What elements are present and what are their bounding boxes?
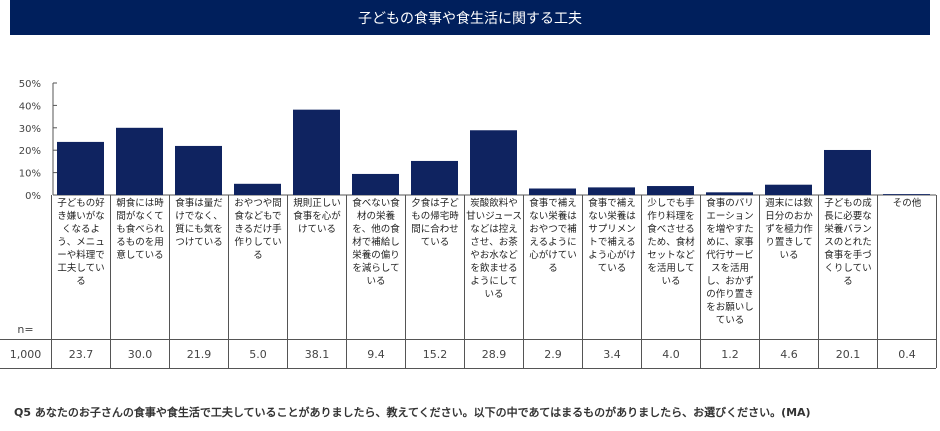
value-label: 23.7 (51, 340, 110, 368)
value-label: 3.4 (582, 340, 641, 368)
y-tick-label: 20% (19, 146, 41, 157)
y-tick-label: 10% (19, 169, 41, 180)
value-label: 20.1 (818, 340, 877, 368)
y-tick-label: 30% (19, 124, 41, 135)
category-label: 食事は量だけでなく、質にも気をつけている (169, 195, 228, 339)
category-label: 食事で補えない栄養はサプリメントで補えるよう心がけている (582, 195, 641, 339)
n-value: 1,000 (9, 347, 42, 361)
bar (293, 109, 340, 195)
value-label: 28.9 (464, 340, 523, 368)
value-label: 0.4 (877, 340, 936, 368)
category-label: 子どもの好き嫌いがなくなるよう、メニューや料理で工夫している (51, 195, 110, 339)
y-tick-label: 0% (25, 191, 41, 200)
category-label: 週末には数日分のおかずを極力作り置きしている (759, 195, 818, 339)
bar-chart: 0% 10% 20% 30% 40% 50% (19, 79, 936, 200)
bar (706, 192, 753, 195)
category-label: おやつや間食などもできるだけ手作りしている (228, 195, 287, 339)
bar (411, 160, 458, 195)
bar (470, 130, 517, 195)
category-label: 食べない食材の栄養を、他の食材で補給し栄養の偏りを減らしている (346, 195, 405, 339)
value-label: 5.0 (228, 340, 287, 368)
value-label: 38.1 (287, 340, 346, 368)
value-label: 4.6 (759, 340, 818, 368)
chart-title: 子どもの食事や食生活に関する工夫 (10, 0, 930, 35)
table-right-border (936, 195, 939, 368)
category-label: 食事のバリエーションを増やすために、家事代行サービスを活用し、おかずの作り置きを… (700, 195, 759, 339)
n-label: n= (17, 323, 34, 336)
category-label: その他 (877, 195, 936, 339)
table-divider (0, 339, 936, 340)
question-text: Q5 あなたのお子さんの食事や食生活で工夫していることがありましたら、教えてくだ… (14, 406, 811, 419)
bar (588, 187, 635, 195)
bar (824, 149, 871, 195)
bar (234, 183, 281, 195)
category-label: 少しでも手作り料理を食べさせるため、食材セットなどを活用している (641, 195, 700, 339)
category-label: 朝食には時間がなくても食べられるものを用意している (110, 195, 169, 339)
category-label: 夕食は子どもの帰宅時間に合わせている (405, 195, 464, 339)
bar (529, 188, 576, 195)
value-label: 1.2 (700, 340, 759, 368)
y-tick-label: 50% (19, 79, 41, 90)
bar (352, 173, 399, 195)
bar (175, 145, 222, 195)
bar (883, 194, 930, 195)
bar (116, 127, 163, 195)
value-label: 30.0 (110, 340, 169, 368)
category-label: 子どもの成長に必要な栄養バランスのとれた食事を手づくりしている (818, 195, 877, 339)
bar (57, 141, 104, 195)
y-tick-label: 40% (19, 101, 41, 112)
bar (765, 184, 812, 195)
value-label: 4.0 (641, 340, 700, 368)
value-label: 15.2 (405, 340, 464, 368)
value-label: 9.4 (346, 340, 405, 368)
category-label: 炭酸飲料や甘いジュースなどは控えさせ、お茶やお水などを飲ませるようにしている (464, 195, 523, 339)
bar (647, 186, 694, 195)
value-label: 21.9 (169, 340, 228, 368)
category-label: 食事で補えない栄養はおやつで補えるように心がけている (523, 195, 582, 339)
table-bottom (0, 368, 936, 369)
value-label: 2.9 (523, 340, 582, 368)
category-label: 規則正しい食事を心がけている (287, 195, 346, 339)
